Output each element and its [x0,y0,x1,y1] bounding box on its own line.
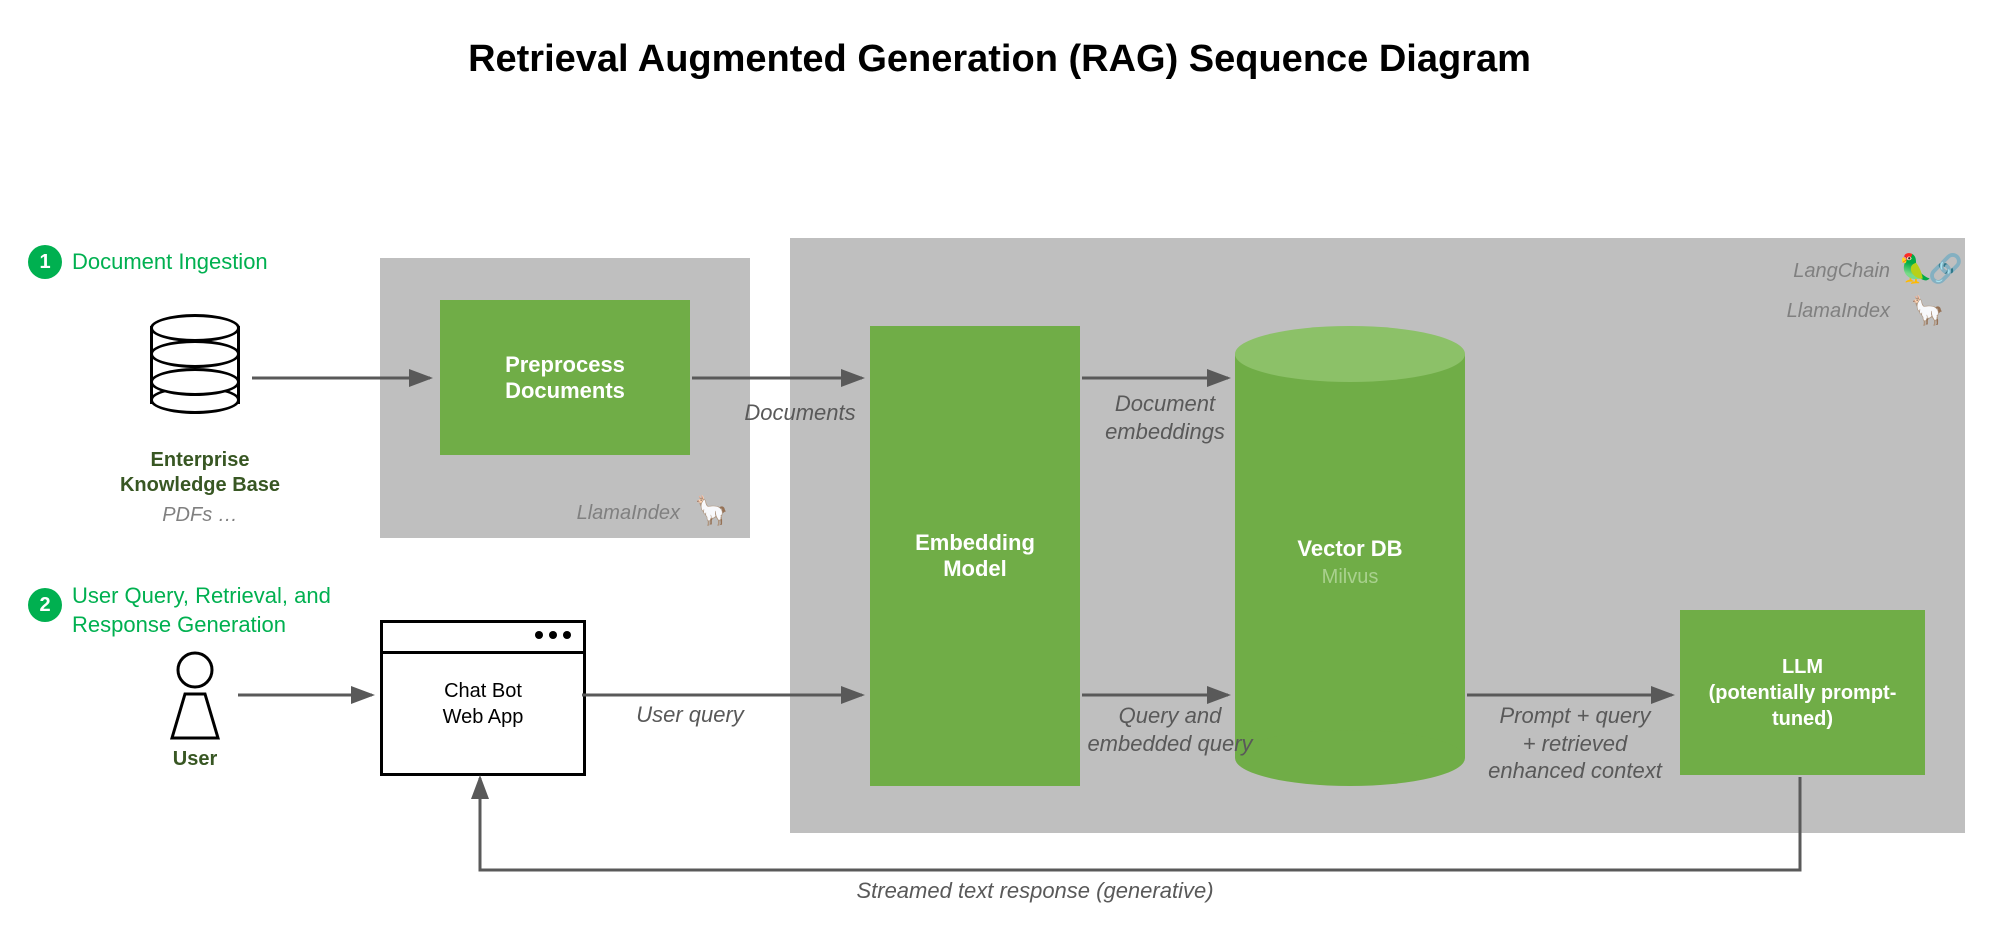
chain-icon: 🔗 [1928,252,1963,285]
chatbot-titlebar [383,623,583,654]
edge-doc-embeddings-label: Document embeddings [1085,390,1245,445]
edge-streamed-label: Streamed text response (generative) [810,878,1260,904]
vectordb-sublabel: Milvus [1235,566,1465,589]
chatbot-node: Chat Bot Web App [380,620,586,776]
vectordb-label: Vector DB [1235,536,1465,562]
edge-prompt-context-label: Prompt + query + retrieved enhanced cont… [1470,702,1680,785]
step-1-badge: 1 [28,245,62,279]
edge-user-query-label: User query [610,702,770,728]
preprocess-node: Preprocess Documents [440,300,690,455]
step-1-label: Document Ingestion [72,249,268,275]
diagram-title: Retrieval Augmented Generation (RAG) Seq… [0,38,1999,81]
window-dots-icon [535,631,571,639]
diagram-canvas: Retrieval Augmented Generation (RAG) Seq… [0,0,1999,938]
knowledge-base-label: Enterprise Knowledge Base [90,448,310,498]
user-label: User [140,748,250,771]
llm-node: LLM (potentially prompt- tuned) [1680,610,1925,775]
langchain-label: LangChain [1760,260,1890,283]
preprocess-framework-label: LlamaIndex [560,502,680,525]
vectordb-node: Vector DB Milvus [1235,326,1465,786]
embedding-node: Embedding Model [870,326,1080,786]
step-2-label: User Query, Retrieval, and Response Gene… [72,582,331,639]
user-icon [160,650,230,740]
llamaindex-label: LlamaIndex [1760,300,1890,323]
chatbot-label: Chat Bot Web App [383,678,583,730]
edge-documents-label: Documents [730,400,870,426]
knowledge-base-sublabel: PDFs … [90,504,310,527]
knowledge-base-icon [150,314,240,414]
step-2-badge: 2 [28,588,62,622]
llama-icon: 🦙 [694,494,729,527]
edge-query-embedded-label: Query and embedded query [1085,702,1255,757]
llama-icon-2: 🦙 [1910,294,1945,327]
